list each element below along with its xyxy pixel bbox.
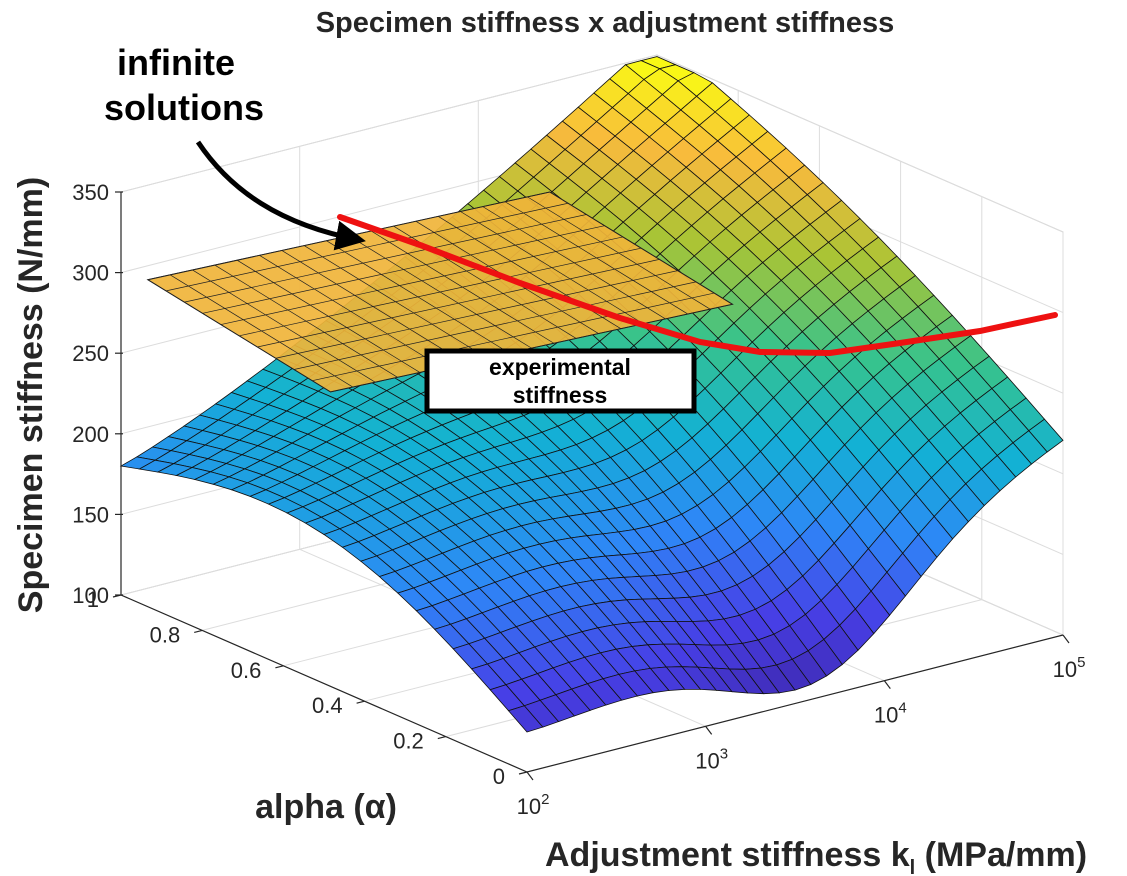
- z-tick-label: 150: [72, 502, 109, 527]
- y-tick-label: 0.4: [312, 693, 343, 718]
- x-tick-label: 103: [695, 745, 728, 773]
- x-tick-mark: [883, 680, 891, 690]
- y-tick-mark: [112, 594, 122, 598]
- annotation-infinite: infinite: [117, 42, 235, 83]
- y-tick-label: 1: [87, 587, 99, 612]
- plane-gridline: [293, 281, 697, 370]
- x-axis-label: Adjustment stiffness kl (MPa/mm): [545, 836, 1087, 876]
- y-axis-label: alpha (α): [255, 788, 397, 826]
- x-tick-mark: [526, 771, 534, 781]
- plane-gridline: [312, 292, 715, 382]
- annotation-experimental: experimental: [489, 354, 631, 380]
- axis-edges: [120, 192, 1064, 773]
- x-axis-label-sub: l: [910, 857, 916, 876]
- z-tick-label: 100: [72, 583, 109, 608]
- annotation-solutions: solutions: [104, 87, 264, 128]
- y-tick-mark: [194, 629, 203, 633]
- plane-gridline: [257, 259, 660, 348]
- z-tick-label: 300: [72, 261, 109, 286]
- annotation-stiffness: stiffness: [513, 382, 608, 408]
- y-tick-label: 0: [493, 764, 505, 789]
- plane-gridline: [239, 247, 642, 337]
- plane-gridline: [275, 270, 678, 359]
- chart-title: Specimen stiffness x adjustment stiffnes…: [316, 7, 895, 39]
- x-axis-label-unit: (MPa/mm): [915, 836, 1087, 874]
- x-tick-mark: [705, 725, 713, 735]
- y-tick-mark: [518, 771, 528, 775]
- y-tick-label: 0.8: [150, 622, 181, 647]
- solution-curve: [337, 214, 1058, 357]
- axis-ticks: 100 150 200 250 300 350 0 0.2 0.4 0.6 0.8 1 102 103 10…: [72, 180, 1085, 819]
- x-tick-mark: [1062, 634, 1070, 644]
- x-tick-label: 102: [517, 791, 550, 819]
- z-tick-label: 350: [72, 180, 109, 205]
- annotation-arrow: [195, 140, 366, 251]
- plane-gridline: [202, 225, 605, 314]
- experimental-box: [424, 348, 697, 414]
- y-tick-mark: [275, 665, 284, 669]
- plane-gridline: [220, 236, 623, 325]
- z-tick-label: 200: [72, 422, 109, 447]
- surface-patch: [507, 705, 544, 733]
- x-axis-label-main: Adjustment stiffness k: [545, 836, 910, 874]
- plane-gridline: [184, 214, 587, 303]
- y-tick-label: 0.2: [393, 729, 424, 754]
- y-tick-mark: [437, 736, 446, 740]
- z-tick-label: 250: [72, 341, 109, 366]
- plane-gridline: [330, 303, 733, 393]
- z-axis-label: Specimen stiffness (N/mm): [12, 177, 50, 613]
- experimental-stiffness-plane: [146, 191, 734, 393]
- x-tick-label: 105: [1053, 654, 1086, 682]
- plane-gridline: [165, 202, 569, 292]
- y-tick-label: 0.6: [231, 658, 262, 683]
- x-tick-label: 104: [874, 700, 907, 728]
- y-tick-mark: [356, 700, 365, 704]
